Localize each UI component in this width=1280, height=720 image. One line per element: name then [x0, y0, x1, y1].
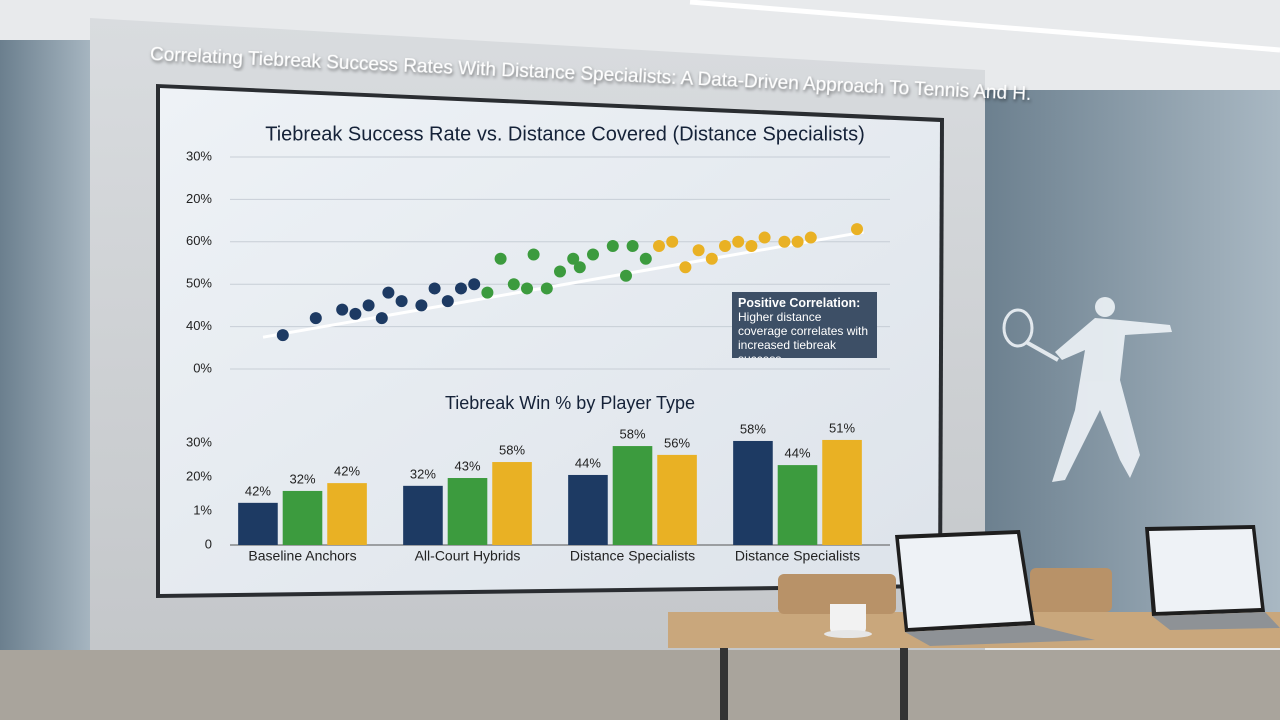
x-tick-label: Distance Specialists	[570, 548, 695, 564]
y-tick-label: 20%	[186, 191, 212, 206]
x-tick-label: All-Court Hybrids	[415, 548, 521, 564]
scatter-point	[494, 252, 507, 265]
scatter-point	[336, 303, 349, 316]
scatter-point	[679, 261, 692, 274]
scatter-point	[719, 240, 731, 253]
charts: Tiebreak Success Rate vs. Distance Cover…	[186, 123, 890, 564]
bar-label: 32%	[289, 471, 315, 486]
scatter-point	[653, 240, 665, 253]
bar	[568, 474, 608, 545]
scatter-point	[778, 235, 791, 248]
y-tick-label: 50%	[186, 276, 212, 291]
left-window	[0, 40, 95, 680]
annotation-text: Higher distance coverage correlates with…	[738, 310, 869, 358]
scatter-point	[441, 295, 454, 308]
x-tick-label: Distance Specialists	[735, 548, 860, 564]
x-tick-label: Baseline Anchors	[248, 548, 356, 564]
chair	[1030, 568, 1112, 612]
y-tick-label: 30%	[186, 148, 212, 163]
scatter-point	[567, 252, 580, 265]
y-tick-label: 30%	[186, 434, 212, 449]
bar	[822, 439, 862, 545]
bar-label: 58%	[740, 421, 766, 436]
scatter-point	[468, 278, 481, 291]
y-tick-label: 0	[205, 536, 212, 551]
scatter-point	[606, 240, 619, 253]
bar-label: 32%	[410, 466, 436, 481]
scatter-point	[804, 231, 817, 244]
bar	[612, 446, 653, 545]
bar	[492, 462, 532, 545]
annotation: Positive Correlation: Higher distance cov…	[732, 292, 877, 358]
scatter-point	[309, 312, 322, 325]
scatter-point	[362, 299, 375, 312]
scatter-point	[620, 269, 632, 282]
y-tick-label: 40%	[186, 318, 212, 333]
scatter-point	[540, 282, 553, 295]
y-tick-label: 1%	[193, 502, 212, 517]
bar-label: 44%	[784, 446, 810, 461]
chair	[778, 574, 896, 614]
scatter-point	[554, 265, 566, 278]
scatter-point	[745, 240, 758, 253]
scatter-point	[851, 223, 863, 236]
scatter-point	[758, 231, 771, 244]
bar-label: 43%	[454, 458, 480, 473]
bar	[282, 490, 323, 545]
scatter-point	[428, 282, 441, 295]
bar-label: 58%	[619, 426, 645, 441]
annotation-title: Positive Correlation:	[738, 296, 861, 310]
scatter-point	[791, 235, 804, 248]
scatter-point	[705, 252, 718, 265]
scatter-point	[626, 240, 639, 253]
floor	[0, 650, 1280, 720]
bar	[238, 502, 278, 545]
y-tick-label: 0%	[193, 360, 212, 375]
bar	[327, 483, 367, 545]
scatter-point	[349, 307, 362, 320]
scatter-point	[276, 329, 289, 342]
bar	[733, 440, 773, 545]
chart-title: Tiebreak Win % by Player Type	[445, 393, 695, 413]
y-tick-label: 60%	[186, 233, 212, 248]
scatter-point	[481, 286, 494, 299]
scatter-point	[455, 282, 467, 295]
bar-label: 51%	[829, 420, 855, 435]
scatter-point	[587, 248, 599, 261]
coffee-cup	[830, 604, 866, 634]
laptop	[895, 530, 1095, 646]
scatter-point	[692, 244, 705, 257]
bar-label: 44%	[575, 455, 601, 470]
bar	[403, 485, 443, 545]
scatter-point	[507, 278, 520, 291]
player-silhouette	[1002, 297, 1172, 482]
scatter-point	[573, 261, 586, 274]
scatter-point	[639, 252, 652, 265]
bar	[777, 465, 818, 545]
bar-label: 56%	[664, 435, 690, 450]
bar-label: 42%	[334, 464, 360, 479]
scatter-point	[382, 286, 395, 299]
table-leg	[720, 648, 728, 720]
scatter-point	[732, 235, 745, 248]
bar-label: 58%	[499, 442, 525, 457]
scatter-point	[415, 299, 428, 312]
bar	[657, 454, 697, 545]
bar-label: 42%	[245, 483, 271, 498]
annotation-box: Positive Correlation:Higher distance cov…	[732, 292, 877, 358]
scatter-point	[395, 295, 408, 308]
ceiling-light	[689, 0, 1280, 53]
saucer	[824, 630, 872, 638]
chart-title: Tiebreak Success Rate vs. Distance Cover…	[265, 123, 865, 145]
scatter-point	[666, 235, 679, 248]
bar	[447, 478, 488, 545]
trend-line	[262, 230, 864, 339]
laptop	[1145, 525, 1280, 630]
scatter-point	[521, 282, 533, 295]
scatter-point	[375, 312, 388, 325]
table-leg	[900, 648, 908, 720]
scatter-point	[527, 248, 540, 261]
y-tick-label: 20%	[186, 468, 212, 483]
